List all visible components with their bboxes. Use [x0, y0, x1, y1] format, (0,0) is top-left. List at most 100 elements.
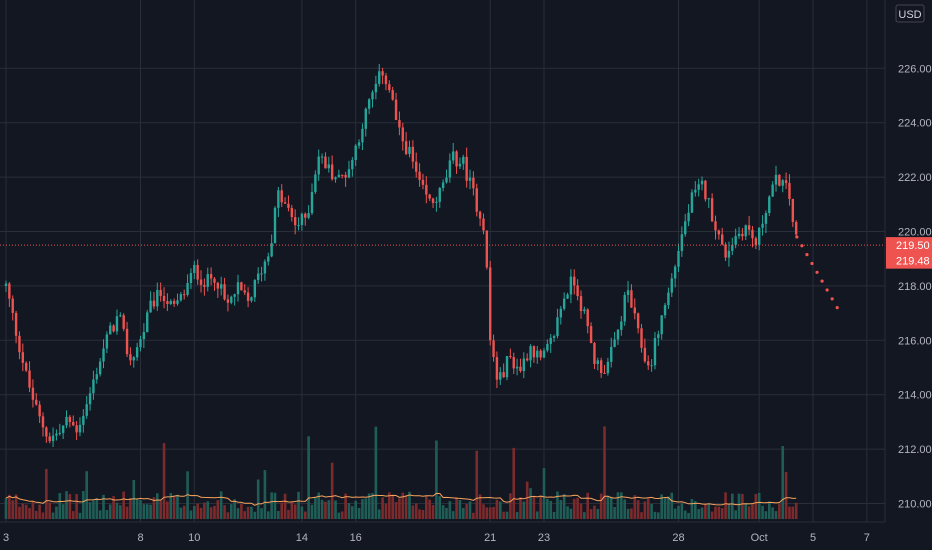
- grid: [0, 0, 885, 522]
- candle-body: [603, 373, 606, 375]
- candle-body: [482, 218, 485, 231]
- volume-bar: [542, 468, 546, 519]
- volume-bar: [532, 496, 536, 519]
- volume-bar: [515, 511, 519, 519]
- volume-bar: [193, 505, 196, 519]
- volume-bar: [314, 497, 317, 519]
- volume-bar: [418, 509, 421, 519]
- volume-bar: [125, 506, 129, 519]
- volume-bar: [320, 499, 324, 519]
- candle-body: [4, 283, 8, 286]
- candle-body: [203, 284, 206, 287]
- candle-body: [606, 361, 610, 374]
- candle-body: [394, 99, 398, 120]
- candle-body: [465, 156, 468, 181]
- volume-bar: [714, 506, 717, 519]
- time-tick-label[interactable]: 10: [188, 532, 200, 544]
- volume-bar: [700, 507, 704, 519]
- candle-body: [82, 415, 85, 425]
- volume-bar: [512, 447, 516, 519]
- time-axis[interactable]: 3 8 10 14 16 21 23 28 Oct 5 7: [3, 532, 870, 544]
- volume-bar: [475, 450, 479, 519]
- candle-body: [714, 221, 717, 231]
- volume-bar: [539, 495, 542, 519]
- volume-bar: [149, 504, 152, 519]
- volume-bar: [290, 502, 294, 519]
- candle-body: [142, 332, 146, 340]
- candle-body: [690, 192, 694, 213]
- candle-body: [764, 213, 768, 224]
- candle-body: [448, 160, 452, 178]
- candle-body: [539, 350, 542, 358]
- volume-bar: [599, 493, 603, 519]
- time-tick-label[interactable]: 16: [350, 532, 362, 544]
- candle-body: [334, 177, 337, 180]
- currency-label[interactable]: USD: [898, 9, 921, 21]
- time-tick-label[interactable]: 23: [538, 532, 550, 544]
- time-tick-label[interactable]: 21: [484, 532, 496, 544]
- candle-body: [280, 190, 283, 203]
- candle-body: [754, 238, 758, 245]
- candle-body: [230, 296, 233, 303]
- volume-bar: [569, 508, 573, 519]
- candle-body: [209, 274, 213, 279]
- time-tick-label[interactable]: 14: [296, 532, 308, 544]
- candle-body: [421, 179, 425, 185]
- volume-bar: [246, 506, 250, 519]
- volume-bar: [744, 503, 748, 519]
- volume-bar: [129, 497, 132, 519]
- volume-bar: [334, 500, 337, 519]
- candle-body: [636, 313, 640, 329]
- volume-bar: [757, 492, 761, 519]
- time-tick-label[interactable]: Oct: [751, 532, 768, 544]
- volume-bar: [41, 512, 45, 519]
- time-tick-label[interactable]: 28: [672, 532, 684, 544]
- volume-bar: [566, 506, 569, 519]
- volume-bar: [162, 443, 166, 519]
- candle-body: [673, 266, 677, 279]
- volume-bar: [552, 511, 556, 519]
- volume-bar: [263, 470, 267, 519]
- volume-bar: [223, 505, 226, 519]
- time-tick-label[interactable]: 8: [137, 532, 143, 544]
- candle-body: [435, 201, 438, 203]
- candle-body: [515, 366, 519, 369]
- volume-bar: [266, 511, 270, 519]
- candle-body: [784, 180, 788, 184]
- volume-bar: [377, 509, 381, 519]
- candle-body: [354, 145, 357, 160]
- time-tick-label[interactable]: 5: [810, 532, 816, 544]
- time-tick-label[interactable]: 3: [3, 532, 9, 544]
- volume-bar: [572, 498, 576, 519]
- candle-body: [522, 358, 526, 372]
- candle-body: [794, 221, 798, 235]
- currency-button-bg[interactable]: [895, 4, 925, 23]
- volume-bar: [546, 498, 549, 519]
- candle-body: [388, 84, 391, 91]
- currency-button[interactable]: USD: [895, 4, 925, 23]
- volume-bar: [492, 506, 495, 519]
- volume-bar: [559, 500, 563, 519]
- volume-bar: [778, 503, 781, 519]
- volume-bar: [324, 501, 327, 519]
- price-badge: [886, 252, 932, 269]
- candle-body: [569, 276, 573, 295]
- volume-bar: [677, 505, 680, 519]
- candle-body: [529, 346, 532, 361]
- candle-body: [418, 171, 421, 180]
- candle-body: [105, 334, 109, 349]
- candle-body: [378, 71, 381, 84]
- candle-body: [441, 182, 445, 189]
- volume-bar: [367, 493, 371, 519]
- volume-bar: [411, 505, 415, 519]
- candle-body: [610, 346, 613, 362]
- candle-body: [700, 180, 704, 185]
- volume-bar: [361, 499, 364, 519]
- time-tick-label[interactable]: 7: [864, 532, 870, 544]
- volume-bar: [233, 499, 236, 519]
- candle-body: [566, 294, 569, 299]
- volume-bar: [465, 503, 468, 519]
- candle-body: [72, 422, 75, 426]
- volume-bar: [603, 426, 606, 519]
